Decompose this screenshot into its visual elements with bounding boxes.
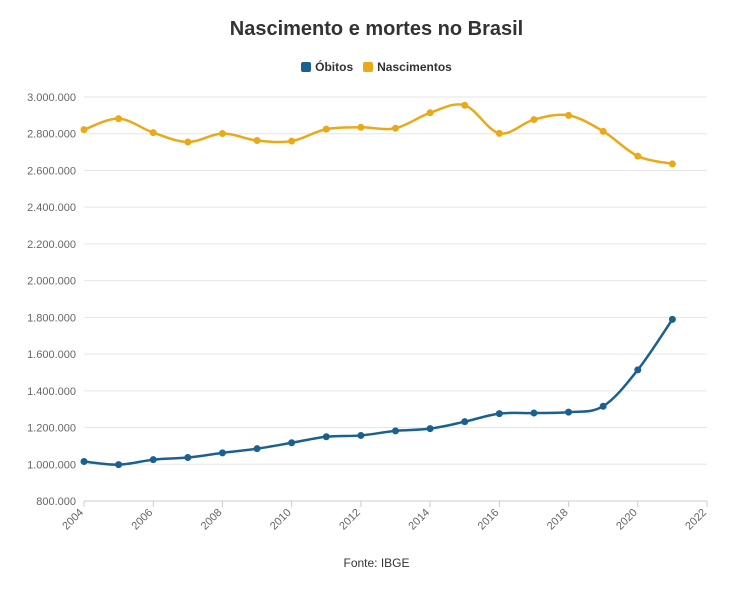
data-point-obitos-2013[interactable] xyxy=(392,427,399,435)
data-point-obitos-2006[interactable] xyxy=(149,456,157,464)
x-tick-label: 2008 xyxy=(199,507,225,533)
y-tick-label: 1.800.000 xyxy=(27,312,76,324)
y-tick-label: 2.600.000 xyxy=(27,165,76,177)
data-point-obitos-2015[interactable] xyxy=(461,418,469,426)
data-point-nascimentos-2013[interactable] xyxy=(392,124,399,132)
x-tick-label: 2012 xyxy=(337,507,363,533)
data-point-nascimentos-2012[interactable] xyxy=(357,123,365,131)
y-tick-label: 3.000.000 xyxy=(27,92,76,104)
x-tick-label: 2010 xyxy=(268,507,294,533)
data-point-obitos-2012[interactable] xyxy=(357,431,365,439)
data-point-nascimentos-2010[interactable] xyxy=(288,137,296,145)
y-tick-label: 2.400.000 xyxy=(27,202,76,214)
legend-label-nascimentos: Nascimentos xyxy=(377,60,452,74)
data-point-obitos-2018[interactable] xyxy=(565,408,573,416)
legend-swatch-obitos xyxy=(301,62,312,72)
data-point-nascimentos-2020[interactable] xyxy=(634,152,642,160)
data-point-obitos-2014[interactable] xyxy=(426,425,434,433)
data-point-nascimentos-2021[interactable] xyxy=(668,160,676,168)
data-point-obitos-2010[interactable] xyxy=(288,439,296,447)
data-point-obitos-2004[interactable] xyxy=(80,458,88,466)
data-point-nascimentos-2017[interactable] xyxy=(530,116,538,124)
x-tick-label: 2018 xyxy=(545,507,571,533)
x-tick-label: 2016 xyxy=(476,507,502,533)
y-tick-label: 1.400.000 xyxy=(27,386,76,398)
data-point-obitos-2008[interactable] xyxy=(218,449,226,457)
legend-swatch-nascimentos xyxy=(363,62,374,72)
y-tick-label: 2.200.000 xyxy=(27,239,76,251)
y-tick-label: 1.000.000 xyxy=(27,459,76,471)
legend-item-obitos[interactable]: Óbitos xyxy=(301,60,353,74)
x-tick-label: 2006 xyxy=(130,507,156,533)
x-tick-label: 2014 xyxy=(406,507,432,533)
data-point-nascimentos-2019[interactable] xyxy=(599,127,607,135)
x-tick-label: 2004 xyxy=(60,507,86,533)
chart-legend: Óbitos Nascimentos xyxy=(0,60,753,74)
series-line-obitos xyxy=(82,318,674,466)
y-tick-label: 2.000.000 xyxy=(27,276,76,288)
x-tick-label: 2022 xyxy=(683,507,709,533)
data-point-obitos-2016[interactable] xyxy=(495,410,503,418)
data-point-nascimentos-2016[interactable] xyxy=(495,129,503,137)
data-point-obitos-2020[interactable] xyxy=(634,366,642,374)
data-point-nascimentos-2011[interactable] xyxy=(322,125,330,133)
data-point-nascimentos-2009[interactable] xyxy=(253,137,261,145)
data-point-obitos-2005[interactable] xyxy=(115,461,123,469)
legend-label-obitos: Óbitos xyxy=(315,60,354,74)
data-point-obitos-2017[interactable] xyxy=(530,409,538,417)
y-tick-label: 800.000 xyxy=(36,496,76,508)
data-point-nascimentos-2006[interactable] xyxy=(149,129,157,137)
data-point-nascimentos-2014[interactable] xyxy=(426,109,434,117)
data-point-nascimentos-2004[interactable] xyxy=(80,126,88,134)
y-tick-label: 1.600.000 xyxy=(27,349,76,361)
data-point-nascimentos-2007[interactable] xyxy=(184,138,192,146)
data-point-nascimentos-2018[interactable] xyxy=(565,111,573,119)
y-tick-label: 1.200.000 xyxy=(27,423,76,435)
data-point-nascimentos-2008[interactable] xyxy=(218,130,226,138)
data-point-obitos-2007[interactable] xyxy=(184,453,192,461)
data-point-nascimentos-2015[interactable] xyxy=(461,101,469,109)
y-tick-label: 2.800.000 xyxy=(27,129,76,141)
chart-title: Nascimento e mortes no Brasil xyxy=(229,18,524,40)
data-point-nascimentos-2005[interactable] xyxy=(115,115,123,123)
data-point-obitos-2019[interactable] xyxy=(599,402,607,410)
source-note: Fonte: IBGE xyxy=(343,556,410,570)
x-tick-label: 2020 xyxy=(614,507,640,533)
data-point-obitos-2009[interactable] xyxy=(253,445,261,453)
data-point-obitos-2011[interactable] xyxy=(322,433,330,441)
data-point-obitos-2021[interactable] xyxy=(668,315,676,323)
legend-item-nascimentos[interactable]: Nascimentos xyxy=(363,60,452,74)
